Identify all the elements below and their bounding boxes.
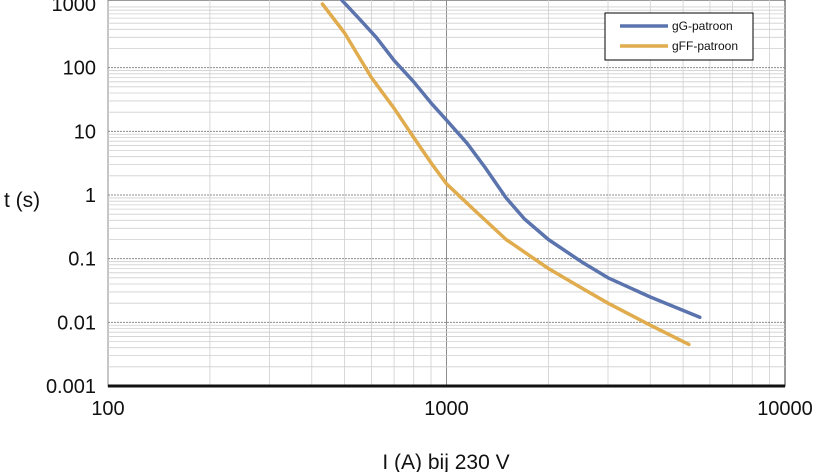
legend: gG-patroon gFF-patroon (604, 12, 754, 61)
x-tick-label: 10000 (757, 398, 813, 420)
legend-label-gff: gFF-patroon (672, 39, 738, 53)
series-group (320, 0, 702, 347)
x-axis-label: I (A) bij 230 V (382, 451, 509, 472)
y-tick-label: 1 (85, 185, 96, 207)
grid (107, 0, 785, 388)
series-line-gff-patroon (320, 2, 691, 347)
legend-box (604, 12, 754, 61)
y-axis-label: t (s) (4, 189, 40, 212)
y-tick-label: 100 (63, 58, 96, 80)
y-tick-label: 0.1 (68, 249, 96, 271)
y-tick-label: 0.01 (57, 312, 96, 334)
x-tick-label: 1000 (424, 398, 469, 420)
legend-label-gg: gG-patroon (672, 19, 733, 33)
y-tick-label: 0.001 (46, 376, 96, 398)
y-tick-label: 1000 (52, 0, 97, 16)
series-line-gg-patroon (339, 0, 702, 320)
x-tick-label: 100 (91, 398, 124, 420)
y-tick-label: 10 (74, 121, 96, 143)
